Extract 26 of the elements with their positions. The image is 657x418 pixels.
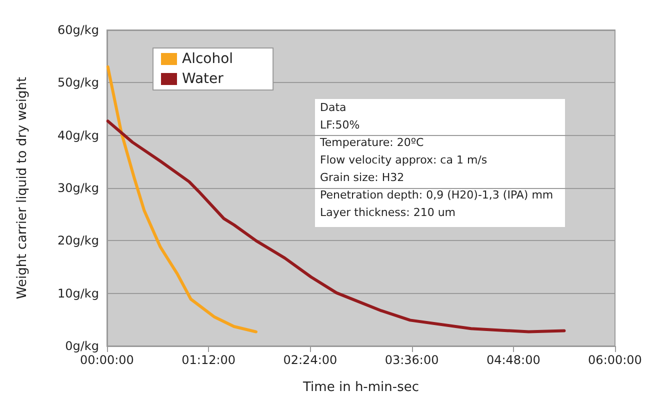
- x-tick-label: 03:36:00: [384, 353, 439, 367]
- legend-label: Water: [182, 71, 224, 87]
- y-tick-label: 0g/kg: [65, 339, 99, 353]
- y-tick-label: 50g/kg: [58, 76, 99, 90]
- y-tick-label: 40g/kg: [58, 128, 99, 142]
- x-tick-label: 04:48:00: [486, 353, 540, 367]
- legend-label: Alcohol: [182, 51, 234, 67]
- line-series: [106, 120, 566, 334]
- line-series: [106, 65, 258, 334]
- x-tick-label: 02:24:00: [283, 353, 338, 367]
- annotation: Temperature: 20ºC: [319, 136, 424, 149]
- x-tick-label: 01:12:00: [182, 353, 236, 367]
- y-axis-title: Weight carrier liquid to dry weight: [15, 76, 30, 300]
- y-tick-label: 60g/kg: [58, 23, 99, 37]
- annotation: Grain size: H32: [320, 171, 404, 184]
- annotation: Layer thickness: 210 um: [320, 206, 456, 219]
- y-tick-label: 10g/kg: [58, 286, 99, 300]
- y-tick-label: 20g/kg: [58, 234, 99, 248]
- annotation: Flow velocity approx: ca 1 m/s: [320, 154, 488, 166]
- y-tick-label: 30g/kg: [58, 181, 99, 195]
- x-axis-title: Time in h-min-sec: [302, 380, 419, 395]
- x-tick-label: 00:00:00: [80, 353, 134, 367]
- annotation: Penetration depth: 0,9 (H20)-1,3 (IPA) mm: [320, 188, 554, 202]
- annotation: LF:50%: [320, 118, 360, 132]
- annotation: Data: [320, 101, 346, 114]
- x-tick-label: 06:00:00: [588, 353, 642, 367]
